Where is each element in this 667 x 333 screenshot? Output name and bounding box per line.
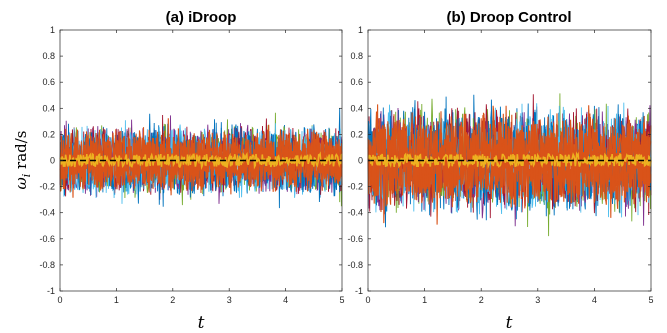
x-tick-label-a-3: 3 bbox=[227, 295, 232, 305]
y-tick-label-b-5: 0 bbox=[358, 156, 363, 166]
y-tick-label-b-6: 0.2 bbox=[350, 129, 363, 139]
y-tick-label-b-3: -0.4 bbox=[347, 208, 363, 218]
y-tick-label-b-9: 0.8 bbox=[350, 51, 363, 61]
axis-ticks-b: -1 -0.8 -0.6 -0.4 -0.2 0 0.2 0.4 0.6 0.8 1 0 1 2 3 4 5 bbox=[347, 25, 653, 305]
chart-panel-b: (b) Droop Control -1 -0.8 -0.6 -0.4 -0.2 0 0.2… bbox=[347, 9, 653, 333]
x-tick-label-b-4: 4 bbox=[592, 295, 597, 305]
y-tick-label-a-6: 0.2 bbox=[42, 129, 55, 139]
axis-ticks-a: -1 -0.8 -0.6 -0.4 -0.2 0 0.2 0.4 0.6 0.8 1 0 1 2 3 4 5 bbox=[39, 25, 344, 305]
y-tick-label-b-7: 0.4 bbox=[350, 103, 363, 113]
y-tick-label-a-5: 0 bbox=[50, 156, 55, 166]
x-tick-label-b-1: 1 bbox=[422, 295, 427, 305]
x-tick-label-b-5: 5 bbox=[648, 295, 653, 305]
series-trace-b-8 bbox=[367, 104, 652, 225]
chart-panel-a: (a) iDroop -1 -0.8 -0.6 -0.4 -0.2 0 0.2 0.4 0.6 0… bbox=[12, 9, 345, 333]
y-tick-label-a-9: 0.8 bbox=[42, 51, 55, 61]
y-tick-label-b-10: 1 bbox=[358, 25, 363, 35]
y-tick-label-a-0: -1 bbox=[47, 286, 55, 296]
x-axis-label-b: t bbox=[506, 313, 513, 333]
mean-trace-b bbox=[367, 151, 652, 170]
y-axis-label-a: ωi rad/s bbox=[12, 130, 33, 189]
y-tick-label-b-2: -0.6 bbox=[347, 234, 363, 244]
x-tick-label-a-1: 1 bbox=[114, 295, 119, 305]
y-tick-label-a-4: -0.2 bbox=[39, 182, 55, 192]
y-tick-label-a-1: -0.8 bbox=[39, 260, 55, 270]
x-tick-label-a-5: 5 bbox=[339, 295, 344, 305]
x-tick-label-a-2: 2 bbox=[170, 295, 175, 305]
x-tick-label-b-0: 0 bbox=[365, 295, 370, 305]
y-tick-label-a-7: 0.4 bbox=[42, 103, 55, 113]
chart-title-a: (a) iDroop bbox=[166, 9, 237, 26]
x-axis-label-a: t bbox=[198, 313, 205, 333]
y-tick-label-b-8: 0.6 bbox=[350, 77, 363, 87]
series-traces-b bbox=[367, 93, 652, 237]
y-tick-label-a-8: 0.6 bbox=[42, 77, 55, 87]
chart-title-b: (b) Droop Control bbox=[447, 9, 572, 26]
y-tick-label-a-2: -0.6 bbox=[39, 234, 55, 244]
y-tick-label-a-10: 1 bbox=[50, 25, 55, 35]
series-trace-a-8 bbox=[59, 124, 343, 198]
x-tick-label-b-2: 2 bbox=[479, 295, 484, 305]
y-tick-label-b-1: -0.8 bbox=[347, 260, 363, 270]
series-trace-b-7 bbox=[367, 105, 652, 224]
series-traces-a bbox=[59, 108, 343, 209]
y-tick-label-a-3: -0.4 bbox=[39, 208, 55, 218]
x-tick-label-a-0: 0 bbox=[57, 295, 62, 305]
y-tick-label-b-4: -0.2 bbox=[347, 182, 363, 192]
x-tick-label-b-3: 3 bbox=[535, 295, 540, 305]
y-tick-label-b-0: -1 bbox=[355, 286, 363, 296]
x-tick-label-a-4: 4 bbox=[283, 295, 288, 305]
